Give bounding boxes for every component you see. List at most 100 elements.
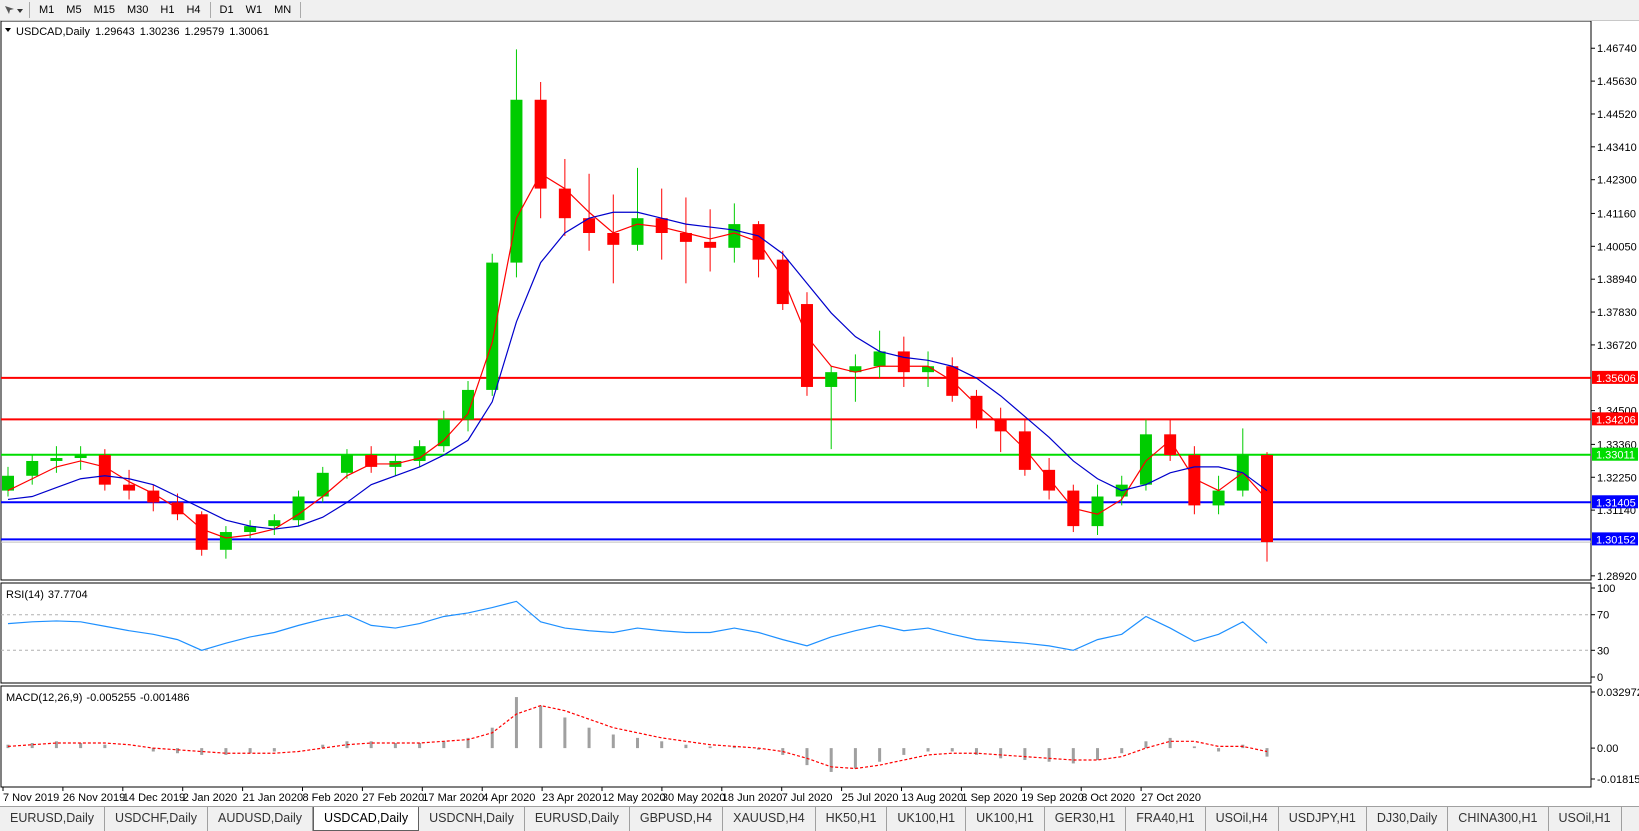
level-label: 1.34206	[1596, 414, 1636, 426]
level-tag	[1592, 495, 1638, 509]
candle-body	[413, 446, 426, 461]
chart-tab[interactable]: AUDUSD,Daily	[208, 807, 314, 831]
level-tag	[1592, 532, 1638, 546]
candle-body	[558, 188, 571, 219]
chart-tab[interactable]: GBPUSD,H4	[630, 807, 724, 831]
macd-signal	[7, 704, 1268, 770]
candle-body	[123, 484, 136, 491]
candle-body	[849, 366, 862, 373]
y-tick-label: 1.28920	[1597, 571, 1637, 583]
level-tag	[1592, 370, 1638, 384]
chart-tab[interactable]: FRA40,H1	[1126, 807, 1206, 831]
y-tick-label: 1.32250	[1597, 472, 1637, 484]
candle-body	[365, 455, 378, 467]
candle-body	[655, 218, 668, 233]
candle-body	[50, 458, 63, 461]
candle-body	[1139, 434, 1152, 485]
level-tag	[1592, 447, 1638, 461]
x-tick-label: 30 May 2020	[662, 792, 726, 804]
chart-tab[interactable]: USOil,H1	[1549, 807, 1622, 831]
chart-header: USDCAD,Daily 1.29643 1.30236 1.29579 1.30061	[16, 26, 269, 38]
timeframe-button[interactable]: M30	[126, 4, 149, 16]
chart-tab[interactable]: USDCAD,Daily	[313, 807, 420, 831]
chart-tab[interactable]: XAUUSD,H4	[723, 807, 816, 831]
ma-fast	[7, 172, 1268, 539]
candle-body	[1212, 490, 1225, 506]
chart-tab[interactable]: USDCHF,Daily	[105, 807, 208, 831]
candle-body	[631, 218, 644, 245]
timeframe-button[interactable]: M15	[93, 4, 115, 16]
candle-body	[98, 455, 111, 485]
candle-body	[486, 262, 499, 390]
y-tick-label: 30	[1597, 645, 1609, 657]
x-tick-label: 27 Oct 2020	[1141, 792, 1201, 804]
x-tick-label: 17 Mar 2020	[422, 792, 484, 804]
timeframe-button[interactable]: M5	[66, 4, 82, 16]
x-tick-label: 7 Nov 2019	[3, 792, 59, 804]
y-tick-label: 1.42300	[1597, 175, 1637, 187]
timeframe-button[interactable]: H1	[160, 4, 175, 16]
x-tick-label: 13 Aug 2020	[902, 792, 964, 804]
candle-body	[534, 99, 547, 189]
y-tick-label: 0	[1597, 672, 1603, 684]
candle-body	[268, 520, 281, 527]
level-label: 1.31405	[1596, 497, 1636, 509]
indicator-value: -0.005255	[86, 692, 136, 704]
chart-tab[interactable]: GER30,H1	[1045, 807, 1127, 831]
chart-tab[interactable]: UK100,H1	[966, 807, 1045, 831]
level-label: 1.33011	[1596, 450, 1635, 462]
timeframe-button[interactable]: MN	[274, 4, 292, 16]
candle-body	[800, 304, 813, 387]
y-tick-label: -0.018154	[1597, 774, 1639, 786]
chart-tab[interactable]: HK50,H1	[816, 807, 888, 831]
x-tick-label: 12 May 2020	[602, 792, 666, 804]
y-tick-label: 1.44520	[1597, 109, 1637, 121]
x-tick-label: 7 Jul 2020	[782, 792, 833, 804]
rsi-line	[7, 600, 1268, 651]
x-tick-label: 25 Jul 2020	[842, 792, 899, 804]
y-tick-label: 70	[1597, 610, 1609, 622]
candle-body	[219, 532, 232, 550]
candle-body	[462, 389, 475, 420]
cursor-icon[interactable]	[0, 1, 26, 19]
indicator-name: RSI(14)	[6, 589, 44, 601]
indicator-value: 37.7704	[48, 589, 88, 601]
y-tick-label: 100	[1597, 583, 1615, 595]
chart-tab[interactable]: USDCNH,Daily	[419, 807, 525, 831]
chart-tab[interactable]: UK100,H1	[887, 807, 967, 831]
x-tick-label: 8 Oct 2020	[1081, 792, 1135, 804]
candle-body	[437, 419, 450, 447]
candle-body	[147, 490, 160, 503]
chart-tab[interactable]: USOil,H4	[1206, 807, 1279, 831]
y-tick-label: 1.37830	[1597, 307, 1637, 319]
chart-tabs: EURUSD,Daily USDCHF,Daily AUDUSD,Daily USDC…	[0, 806, 1639, 831]
macd-pane-frame	[0, 685, 1592, 788]
chart: 1.46740 1.45630 1.44520 1.43410 1.42300 1.411…	[0, 21, 1639, 804]
y-tick-label: 0.032972	[1597, 687, 1639, 699]
chart-tab[interactable]: DJ30,Daily	[1367, 807, 1449, 831]
candle-body	[607, 232, 620, 245]
y-tick-label: 1.43410	[1597, 142, 1637, 154]
ohlc-value: 1.30061	[229, 26, 269, 38]
chart-tab[interactable]: CHINA300,H1	[1448, 807, 1549, 831]
candle-body	[922, 366, 935, 373]
x-tick-label: 27 Feb 2020	[362, 792, 424, 804]
chart-tab[interactable]: EURUSD,Daily	[525, 807, 630, 831]
timeframe-button[interactable]: H4	[186, 4, 201, 16]
toolbar: M1 M5 M15 M30 H1 H4 D1 W1 MN	[0, 0, 1639, 21]
separator	[29, 2, 30, 18]
candle-body	[316, 472, 329, 497]
candle-body	[679, 232, 692, 242]
timeframe-button[interactable]: W1	[245, 4, 263, 16]
candle-body	[825, 372, 838, 387]
macd-header: MACD(12,26,9) -0.005255 -0.001486	[6, 692, 190, 704]
timeframe-button[interactable]: M1	[39, 4, 55, 16]
chart-tab[interactable]: USDJPY,H1	[1279, 807, 1367, 831]
x-tick-label: 14 Dec 2019	[123, 792, 185, 804]
timeframe-button[interactable]: D1	[219, 4, 234, 16]
chart-tab[interactable]: EURUSD,Daily	[0, 807, 106, 831]
candle-body	[74, 455, 87, 459]
ohlc-value: 1.29643	[95, 26, 135, 38]
candle-body	[776, 259, 789, 305]
y-tick-label: 1.38940	[1597, 274, 1637, 286]
